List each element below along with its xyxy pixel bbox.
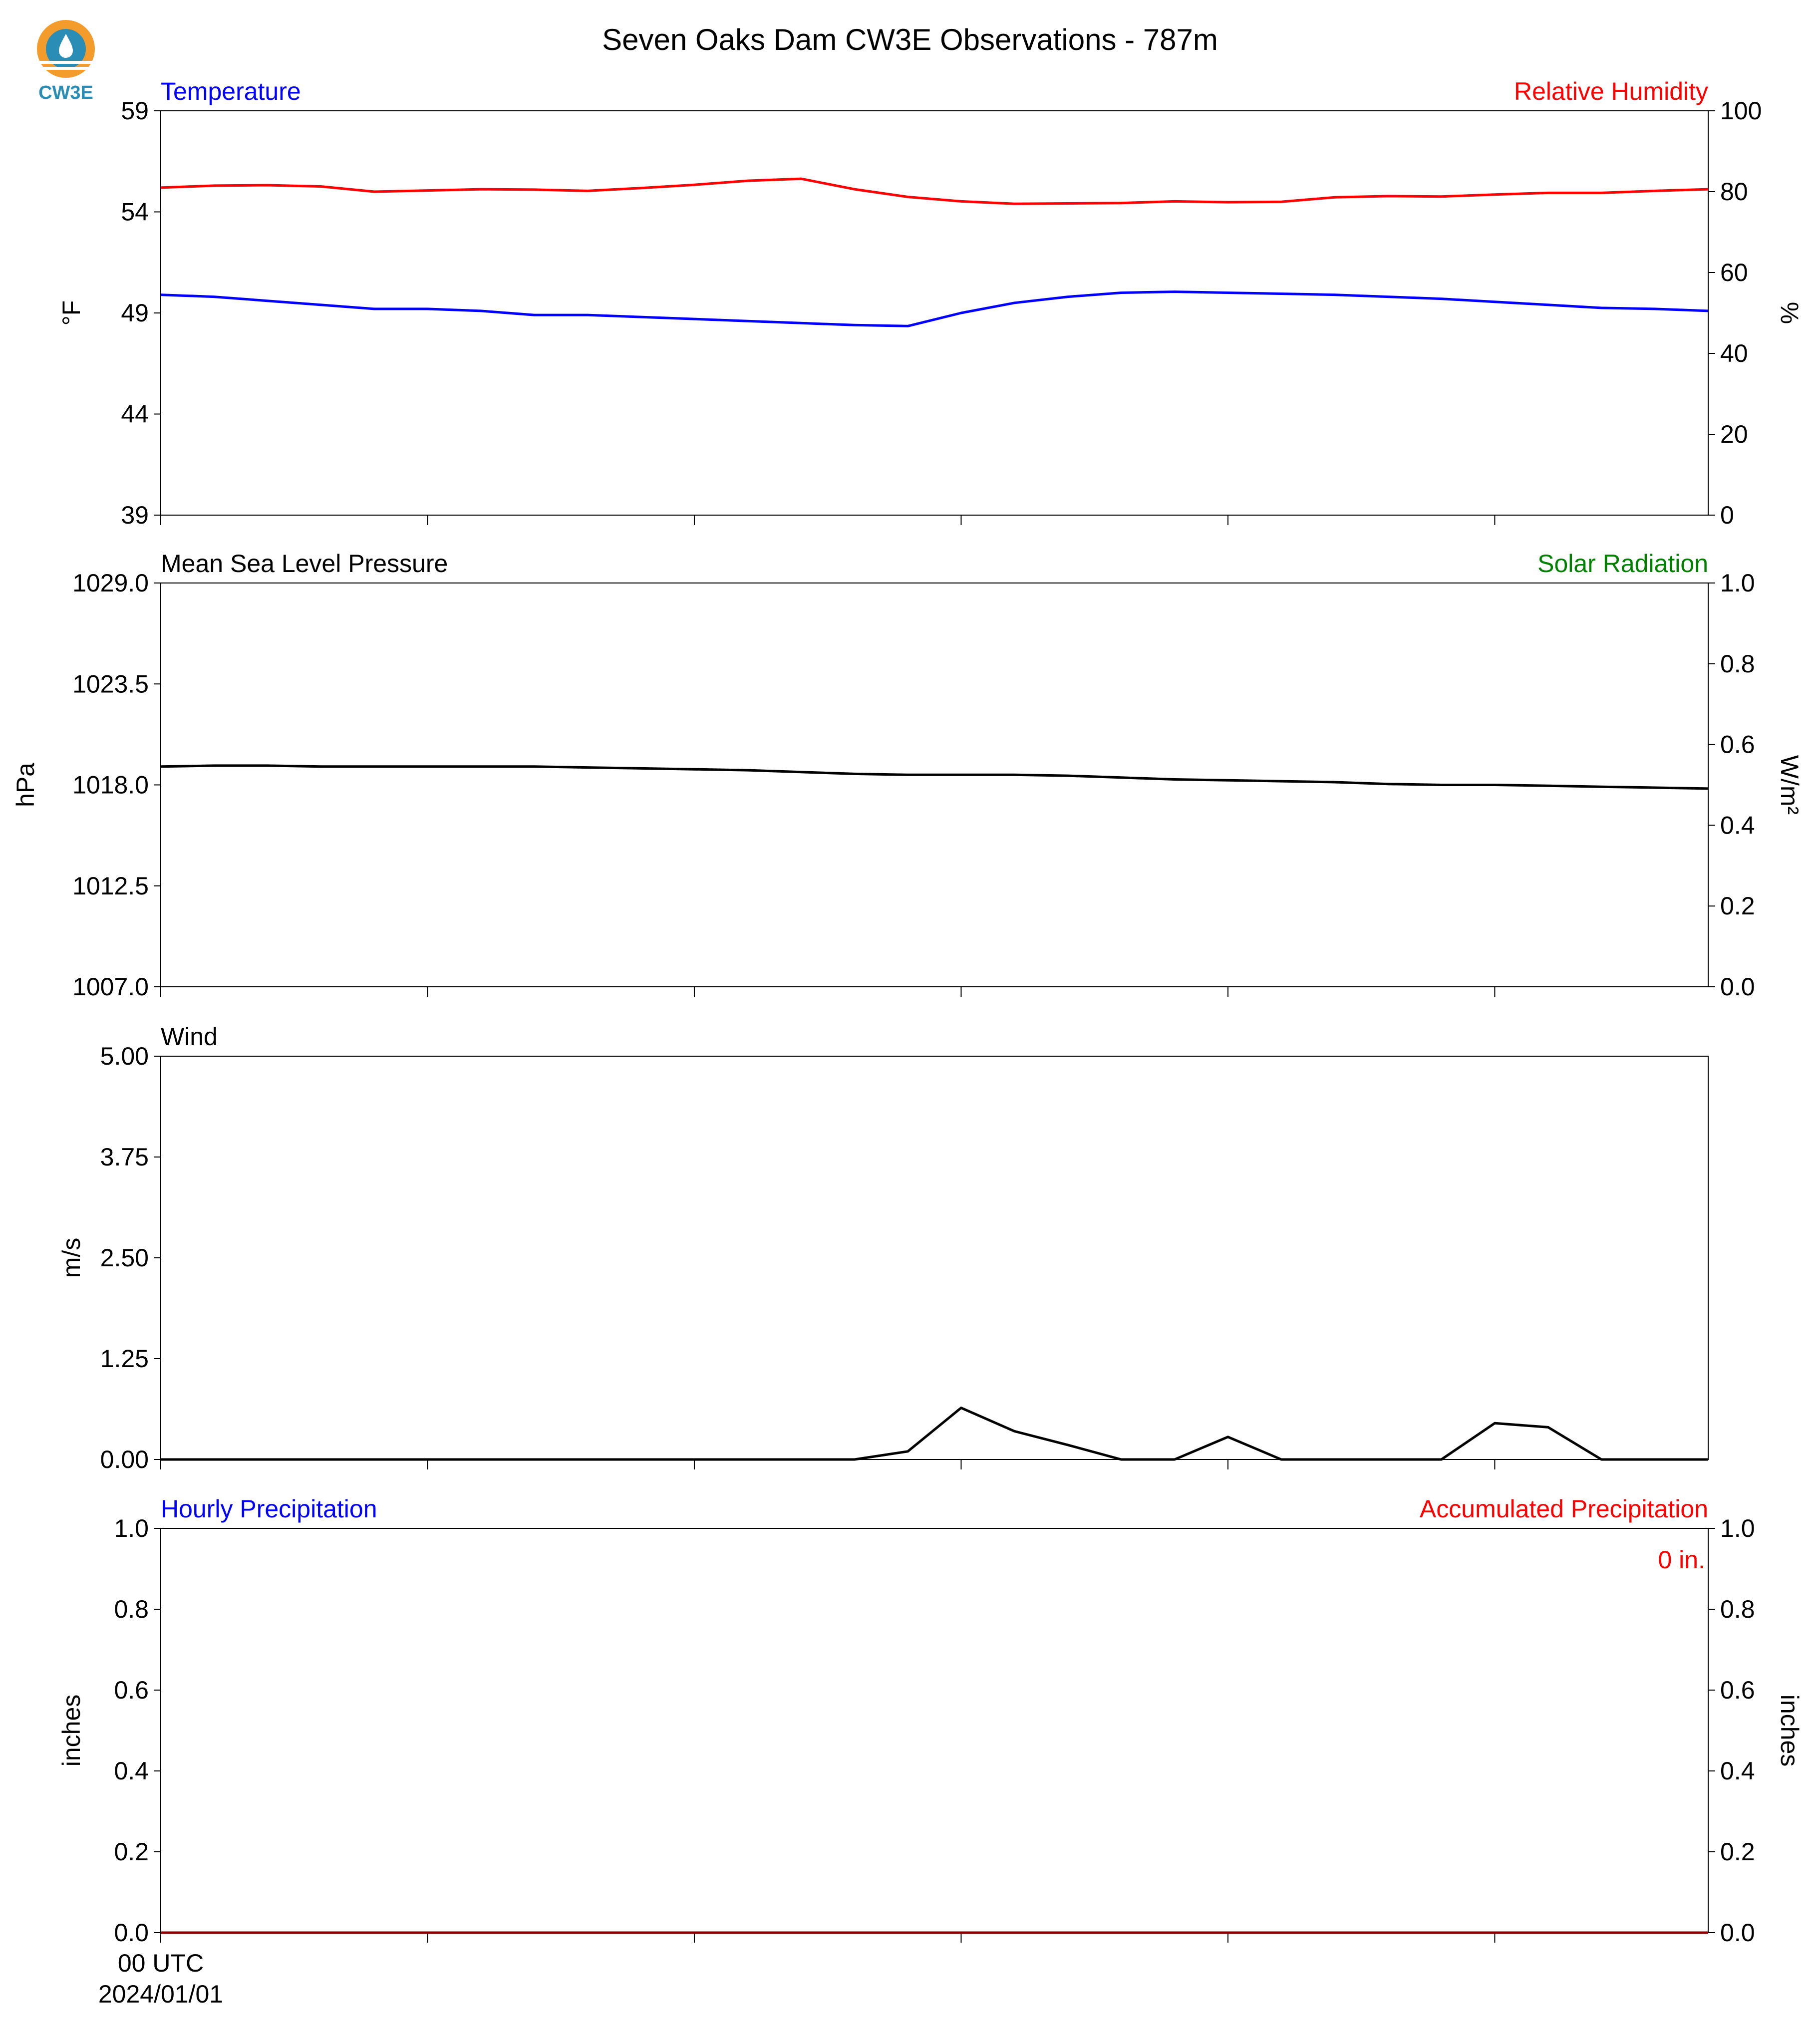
- panel-title-left: Mean Sea Level Pressure: [161, 550, 448, 578]
- x-tick-label-date: 2024/01/01: [98, 1980, 223, 2008]
- y-tick-label: 39: [121, 501, 149, 529]
- y-right-tick-label: 100: [1720, 97, 1762, 125]
- y-right-tick-label: 1.0: [1720, 569, 1755, 597]
- y-axis-label: inches: [57, 1695, 85, 1767]
- panel-title-left: Wind: [161, 1023, 218, 1051]
- y-right-tick-label: 0.8: [1720, 650, 1755, 678]
- y-right-tick-label: 0.8: [1720, 1595, 1755, 1623]
- plot-frame: [160, 110, 1709, 516]
- y-tick-label: 59: [121, 97, 149, 125]
- panel-title-left: Hourly Precipitation: [161, 1495, 377, 1523]
- y-tick-label: 1023.5: [72, 670, 149, 698]
- plot-frame: [160, 1528, 1709, 1933]
- y-axis-label: °F: [57, 300, 85, 326]
- y-right-tick-label: 0.4: [1720, 811, 1755, 839]
- y-right-tick-label: 0.6: [1720, 731, 1755, 759]
- y-right-tick-label: 60: [1720, 259, 1748, 287]
- panel-title-left: Temperature: [161, 77, 301, 105]
- y-right-axis-label: W/m²: [1776, 755, 1804, 815]
- accumulated-precip-annotation: 0 in.: [1658, 1546, 1705, 1574]
- y-tick-label: 0.0: [114, 1919, 149, 1947]
- panel-title-right: Relative Humidity: [1514, 77, 1708, 105]
- y-tick-label: 1018.0: [72, 771, 149, 799]
- y-right-tick-label: 20: [1720, 420, 1748, 448]
- series-line-0: [160, 764, 1709, 790]
- y-right-tick-label: 0.0: [1720, 1919, 1755, 1947]
- panel-wind: Wind 5.00 3.75 2.50 1.25 0.00 m/s: [57, 1023, 1709, 1473]
- y-tick-label: 3.75: [100, 1143, 149, 1171]
- panel-title-right: Accumulated Precipitation: [1420, 1495, 1708, 1523]
- chart-panels: Temperature Relative Humidity 59 54 49 44 39 10…: [11, 77, 1804, 1947]
- y-right-tick-label: 0.4: [1720, 1757, 1755, 1785]
- y-tick-label: 5.00: [100, 1042, 149, 1070]
- y-right-tick-label: 0.6: [1720, 1676, 1755, 1704]
- y-right-axis-label: %: [1776, 302, 1804, 324]
- y-axis-label: m/s: [57, 1238, 85, 1278]
- y-tick-label: 54: [121, 198, 149, 226]
- series-line-1: [160, 177, 1709, 205]
- cw3e-logo-icon: CW3E: [37, 20, 95, 103]
- y-tick-label: 1.25: [100, 1345, 149, 1373]
- panel-title-right: Solar Radiation: [1537, 550, 1708, 578]
- panel-precip: Hourly Precipitation Accumulated Precipit…: [57, 1495, 1804, 1947]
- y-tick-label: 1.0: [114, 1514, 149, 1542]
- x-axis: 00 UTC 2024/01/01: [98, 1949, 223, 2008]
- y-tick-label: 1029.0: [72, 569, 149, 597]
- y-right-tick-label: 0.2: [1720, 1838, 1755, 1866]
- series-line-0: [161, 1407, 1708, 1461]
- series-line-0: [160, 290, 1709, 327]
- y-right-tick-label: 0.2: [1720, 892, 1755, 920]
- y-right-tick-label: 40: [1720, 339, 1748, 367]
- y-tick-label: 0.00: [100, 1446, 149, 1473]
- y-tick-label: 1012.5: [72, 872, 149, 900]
- y-tick-label: 0.8: [114, 1595, 149, 1623]
- y-right-tick-label: 1.0: [1720, 1514, 1755, 1542]
- panel-pressure_solar: Mean Sea Level Pressure Solar Radiation 10…: [11, 550, 1804, 1001]
- y-tick-label: 0.2: [114, 1838, 149, 1866]
- plot-frame: [160, 1056, 1709, 1460]
- y-tick-label: 0.6: [114, 1676, 149, 1704]
- y-tick-label: 49: [121, 299, 149, 327]
- y-axis-label: hPa: [11, 763, 39, 807]
- y-tick-label: 1007.0: [72, 973, 149, 1001]
- y-right-tick-label: 0.0: [1720, 973, 1755, 1001]
- chart-title: Seven Oaks Dam CW3E Observations - 787m: [602, 23, 1218, 56]
- x-tick-label-time: 00 UTC: [118, 1949, 204, 1977]
- panel-temp_rh: Temperature Relative Humidity 59 54 49 44 39 10…: [57, 77, 1804, 529]
- logo-text: CW3E: [38, 82, 93, 103]
- y-tick-label: 2.50: [100, 1244, 149, 1272]
- y-right-tick-label: 80: [1720, 178, 1748, 206]
- y-right-axis-label: inches: [1776, 1695, 1804, 1767]
- y-right-tick-label: 0: [1720, 501, 1734, 529]
- cw3e-logo: CW3E: [31, 18, 101, 103]
- y-tick-label: 44: [121, 400, 149, 428]
- y-tick-label: 0.4: [114, 1757, 149, 1785]
